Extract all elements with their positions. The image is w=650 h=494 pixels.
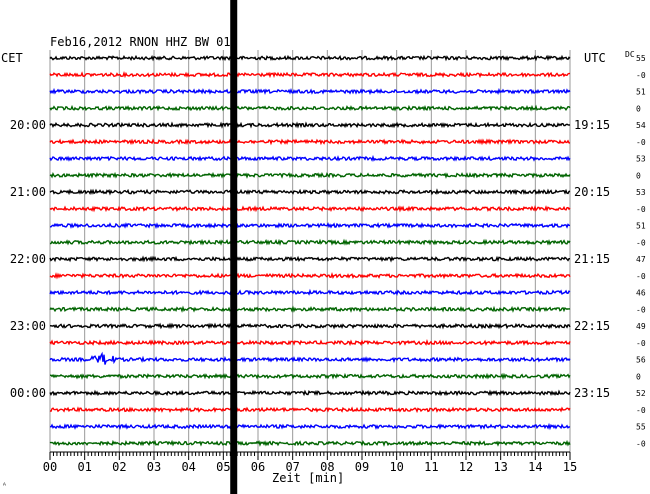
corner-mark: ᴬ [2,481,7,490]
utc-time-label: 19:15 [574,118,610,132]
dc-value: -0 [636,339,646,348]
dc-value: 54 [636,121,646,130]
dc-value: 47 [636,255,646,264]
trace-line [49,305,571,313]
dc-value: -0 [636,138,646,147]
x-tick-label: 03 [147,460,161,474]
x-tick-label: 09 [355,460,369,474]
dc-value: -0 [636,272,646,281]
dc-value: 53 [636,155,646,164]
x-tick-label: 01 [77,460,91,474]
x-tick-label: 15 [563,460,577,474]
x-axis-label: Zeit [min] [272,471,344,485]
cet-time-label: 00:00 [10,386,46,400]
trace-line [49,339,571,347]
x-axis: 00 01 02 03 04 05 06 07 08 09 10 11 12 13 14 15 [43,452,577,474]
cet-label: CET [1,51,23,65]
trace-line [50,222,571,230]
cet-time-label: 23:00 [10,319,46,333]
x-tick-label: 08 [320,460,334,474]
trace-line [49,238,571,246]
dc-value: 46 [636,289,646,298]
x-tick-label: 06 [251,460,265,474]
dc-value: 0 [636,372,641,381]
utc-label: UTC [584,51,606,65]
x-tick-label: 11 [424,460,438,474]
trace-line [49,439,571,447]
x-tick-label: 14 [528,460,542,474]
dc-value: 0 [636,104,641,113]
dc-value: 55 [636,54,646,63]
dc-value: 49 [636,322,646,331]
trace-line [49,406,571,414]
x-tick-label: 04 [181,460,195,474]
x-tick-label: 13 [493,460,507,474]
trace-line [49,322,571,330]
trace-line [49,389,571,397]
trace-line [49,54,571,62]
dc-value: 51 [636,88,646,97]
time-labels: 20:00 21:00 22:00 23:00 00:00 19:15 20:15 21:15… [10,54,646,448]
dc-value: 56 [636,356,646,365]
dc-value: 53 [636,188,646,197]
dc-value: 51 [636,222,646,231]
trace-line [49,138,571,146]
trace-line [49,71,571,79]
trace-line [49,372,571,381]
dc-value: -0 [636,238,646,247]
cet-time-label: 22:00 [10,252,46,266]
trace-line [49,87,571,96]
trace-line [49,154,571,162]
trace-line [49,351,571,365]
x-tick-label: 05 [216,460,230,474]
utc-time-label: 20:15 [574,185,610,199]
x-tick-label: 02 [112,460,126,474]
trace-line [49,188,571,196]
seismic-traces [49,54,571,447]
cet-time-label: 20:00 [10,118,46,132]
dc-value: 52 [636,389,646,398]
trace-line [49,121,571,129]
dc-value: -0 [636,205,646,214]
dc-value: 55 [636,423,646,432]
trace-line [49,104,571,112]
x-tick-label: 00 [43,460,57,474]
trace-line [49,422,571,431]
trace-line [49,271,571,280]
dc-value: -0 [636,406,646,415]
trace-line [49,205,571,213]
dc-value: -0 [636,305,646,314]
utc-time-label: 23:15 [574,386,610,400]
x-tick-label: 07 [285,460,299,474]
dc-value: -0 [636,71,646,80]
cet-time-label: 21:00 [10,185,46,199]
x-tick-label: 12 [459,460,473,474]
trace-line [49,171,571,179]
dc-value: -0 [636,439,646,448]
dc-label: DC [625,50,635,59]
trace-line [49,288,571,296]
utc-time-label: 22:15 [574,319,610,333]
utc-time-label: 21:15 [574,252,610,266]
dc-value: 0 [636,171,641,180]
trace-line [49,255,570,263]
x-tick-label: 10 [389,460,403,474]
chart-title: Feb16,2012 RNON HHZ BW 01 [50,35,231,49]
